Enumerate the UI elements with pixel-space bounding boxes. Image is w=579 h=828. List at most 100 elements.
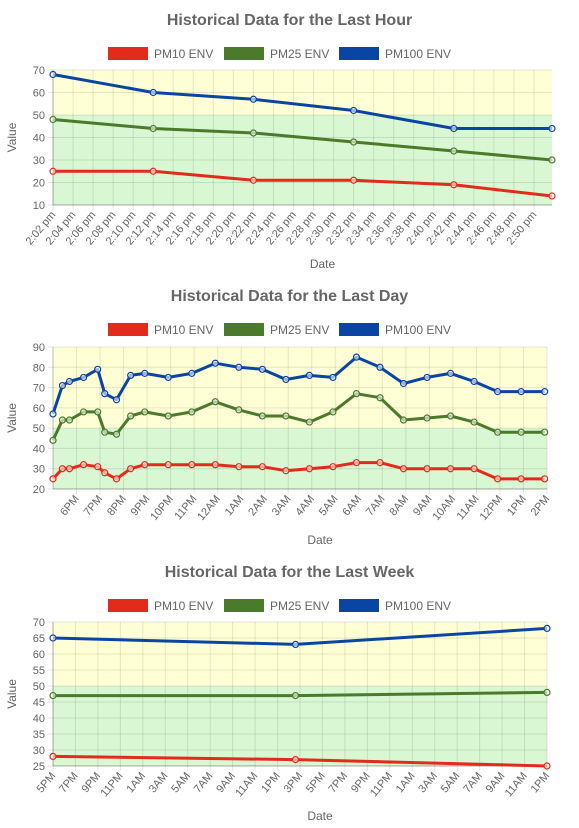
data-point[interactable] bbox=[94, 365, 102, 373]
data-point[interactable] bbox=[49, 115, 57, 124]
data-point[interactable] bbox=[258, 463, 266, 471]
data-point[interactable] bbox=[112, 430, 121, 438]
data-point[interactable] bbox=[282, 467, 290, 475]
data-point[interactable] bbox=[127, 371, 135, 380]
data-point[interactable] bbox=[58, 465, 67, 473]
data-point[interactable] bbox=[541, 428, 549, 436]
data-point[interactable] bbox=[543, 624, 551, 633]
data-point[interactable] bbox=[211, 398, 219, 406]
data-point[interactable] bbox=[258, 365, 266, 373]
data-point[interactable] bbox=[235, 463, 243, 471]
data-point[interactable] bbox=[376, 363, 384, 371]
data-point[interactable] bbox=[235, 363, 243, 371]
data-point[interactable] bbox=[49, 70, 57, 79]
data-point[interactable] bbox=[258, 412, 266, 420]
data-point[interactable] bbox=[101, 390, 109, 398]
data-point[interactable] bbox=[141, 369, 149, 377]
data-point[interactable] bbox=[350, 176, 358, 184]
data-point[interactable] bbox=[58, 416, 67, 424]
data-point[interactable] bbox=[329, 373, 337, 382]
data-point[interactable] bbox=[188, 461, 196, 469]
data-point[interactable] bbox=[188, 408, 196, 416]
data-point[interactable] bbox=[352, 353, 361, 361]
data-point[interactable] bbox=[235, 406, 243, 414]
data-point[interactable] bbox=[65, 465, 74, 473]
data-point[interactable] bbox=[94, 463, 102, 471]
data-point[interactable] bbox=[423, 414, 431, 422]
data-point[interactable] bbox=[112, 475, 121, 483]
data-point[interactable] bbox=[450, 147, 458, 155]
data-point[interactable] bbox=[541, 475, 549, 483]
data-point[interactable] bbox=[548, 156, 556, 164]
data-point[interactable] bbox=[79, 408, 88, 416]
data-point[interactable] bbox=[291, 692, 300, 700]
data-point[interactable] bbox=[548, 192, 556, 200]
data-point[interactable] bbox=[282, 375, 290, 384]
data-point[interactable] bbox=[305, 465, 314, 473]
data-point[interactable] bbox=[112, 396, 121, 404]
data-point[interactable] bbox=[446, 369, 455, 377]
data-point[interactable] bbox=[164, 373, 172, 382]
data-point[interactable] bbox=[149, 124, 157, 133]
data-point[interactable] bbox=[65, 416, 74, 424]
data-point[interactable] bbox=[291, 756, 300, 764]
data-point[interactable] bbox=[541, 388, 549, 396]
data-point[interactable] bbox=[49, 475, 57, 483]
data-point[interactable] bbox=[94, 408, 102, 416]
data-point[interactable] bbox=[548, 124, 556, 133]
data-point[interactable] bbox=[127, 465, 135, 473]
data-point[interactable] bbox=[517, 388, 525, 396]
data-point[interactable] bbox=[149, 167, 157, 175]
data-point[interactable] bbox=[352, 390, 361, 398]
data-point[interactable] bbox=[65, 377, 74, 386]
data-point[interactable] bbox=[376, 394, 384, 402]
data-point[interactable] bbox=[517, 475, 525, 483]
data-point[interactable] bbox=[423, 465, 431, 473]
data-point[interactable] bbox=[470, 418, 478, 426]
data-point[interactable] bbox=[305, 418, 314, 426]
data-point[interactable] bbox=[49, 436, 57, 444]
data-point[interactable] bbox=[249, 129, 258, 137]
data-point[interactable] bbox=[399, 379, 408, 388]
data-point[interactable] bbox=[352, 459, 361, 467]
data-point[interactable] bbox=[49, 692, 57, 700]
data-point[interactable] bbox=[543, 688, 551, 696]
data-point[interactable] bbox=[282, 412, 290, 420]
data-point[interactable] bbox=[350, 106, 358, 115]
data-point[interactable] bbox=[49, 167, 57, 175]
data-point[interactable] bbox=[376, 459, 384, 467]
data-point[interactable] bbox=[188, 369, 196, 377]
data-point[interactable] bbox=[141, 461, 149, 469]
data-point[interactable] bbox=[423, 373, 431, 382]
data-point[interactable] bbox=[450, 181, 458, 189]
data-point[interactable] bbox=[446, 412, 455, 420]
data-point[interactable] bbox=[249, 95, 258, 103]
data-point[interactable] bbox=[211, 359, 219, 367]
data-point[interactable] bbox=[101, 469, 109, 477]
data-point[interactable] bbox=[141, 408, 149, 416]
data-point[interactable] bbox=[101, 428, 109, 436]
data-point[interactable] bbox=[127, 412, 135, 420]
data-point[interactable] bbox=[470, 377, 478, 386]
data-point[interactable] bbox=[450, 124, 458, 133]
data-point[interactable] bbox=[494, 428, 502, 436]
data-point[interactable] bbox=[517, 428, 525, 436]
data-point[interactable] bbox=[305, 371, 314, 380]
data-point[interactable] bbox=[49, 634, 57, 642]
data-point[interactable] bbox=[149, 88, 157, 97]
data-point[interactable] bbox=[49, 410, 57, 418]
data-point[interactable] bbox=[79, 373, 88, 382]
data-point[interactable] bbox=[350, 138, 358, 146]
data-point[interactable] bbox=[329, 463, 337, 471]
data-point[interactable] bbox=[494, 475, 502, 483]
data-point[interactable] bbox=[49, 752, 57, 760]
data-point[interactable] bbox=[399, 465, 408, 473]
data-point[interactable] bbox=[329, 408, 337, 416]
data-point[interactable] bbox=[79, 461, 88, 469]
data-point[interactable] bbox=[494, 388, 502, 396]
data-point[interactable] bbox=[291, 640, 300, 649]
data-point[interactable] bbox=[399, 416, 408, 424]
data-point[interactable] bbox=[470, 465, 478, 473]
data-point[interactable] bbox=[58, 381, 67, 390]
data-point[interactable] bbox=[164, 412, 172, 420]
